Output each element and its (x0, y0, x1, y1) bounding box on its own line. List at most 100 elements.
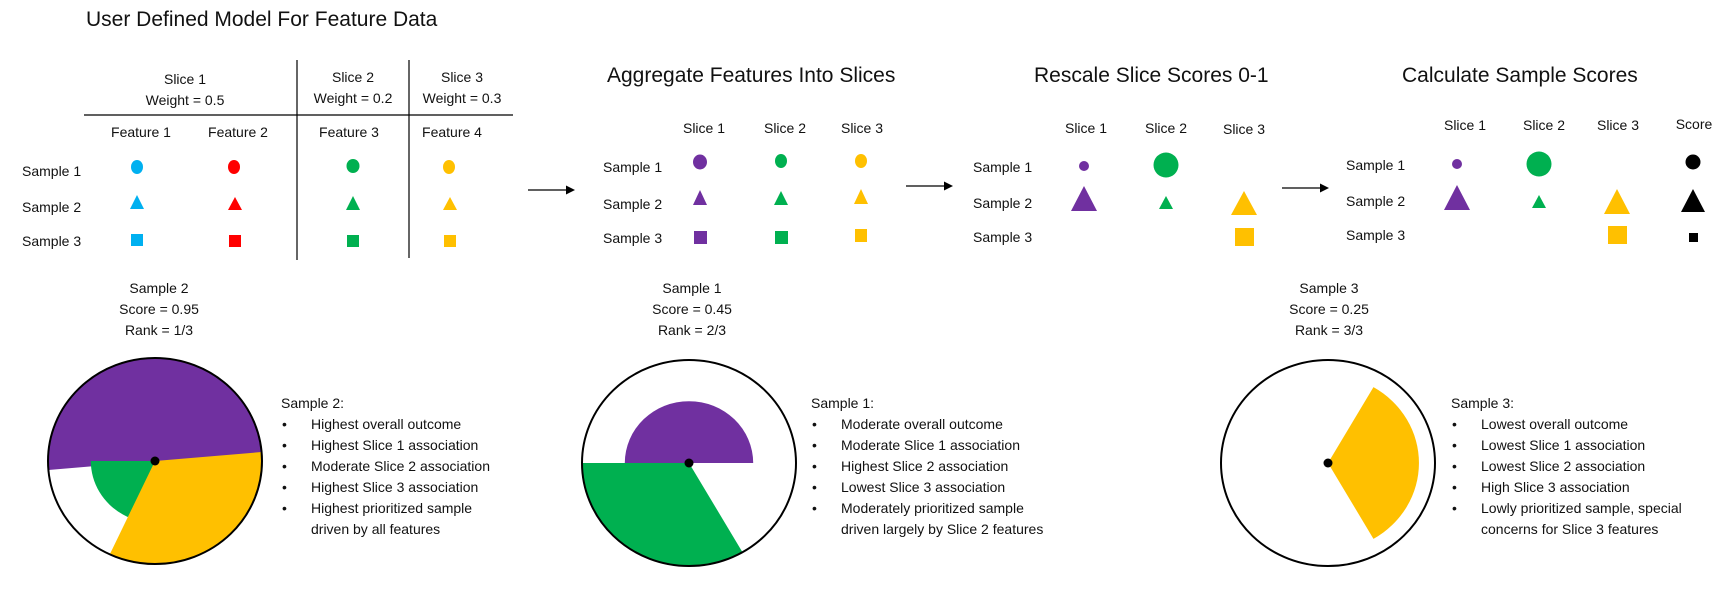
bullet-text: Lowest overall outcome (1481, 416, 1628, 432)
feature4-header: Feature 4 (422, 124, 482, 140)
rescale-slice2-sample1 (1153, 152, 1179, 178)
calculate-slice2-sample2 (1532, 195, 1546, 208)
rescale-slice1-sample2 (1071, 186, 1097, 211)
feature4-sample1-circle (443, 160, 455, 174)
result1-center-dot (150, 456, 160, 466)
bullet-icon: • (812, 479, 817, 495)
feature4-sample2-triangle (443, 197, 457, 210)
rescale-title: Rescale Slice Scores 0-1 (1034, 64, 1269, 87)
calculate-slice2-sample1 (1526, 151, 1552, 177)
feature3-sample3-square (347, 235, 359, 247)
feature2-header: Feature 2 (208, 124, 268, 140)
bullet-text: Moderate Slice 1 association (841, 437, 1020, 453)
rescale-slice3-sample2 (1231, 191, 1257, 215)
result3-heading-sample: Sample 3 (1299, 280, 1358, 296)
calculate-row-label-2: Sample 2 (1346, 193, 1405, 209)
bullet-text: Moderately prioritized sample (841, 500, 1024, 516)
calculate-header-2: Slice 2 (1523, 117, 1565, 133)
result1-heading-score: Score = 0.95 (119, 301, 199, 317)
result2-slice1-wedge (624, 401, 754, 463)
aggregate-row-label-1: Sample 1 (603, 159, 662, 175)
bullet-icon: • (1452, 500, 1457, 516)
bullet-text: Lowest Slice 2 association (1481, 458, 1645, 474)
rescale-panel: Rescale Slice Scores 0-1 Slice 1 Slice 2… (973, 64, 1269, 246)
feature1-sample1-circle (131, 160, 143, 174)
result1-circle-outline (47, 357, 263, 565)
rescale-row-label-2: Sample 2 (973, 195, 1032, 211)
calculate-score-sample1 (1685, 154, 1701, 170)
result2-heading-score: Score = 0.45 (652, 301, 732, 317)
aggregate-header-1: Slice 1 (683, 120, 725, 136)
result1-bullets: • Highest overall outcome • Highest Slice 1… (282, 416, 490, 537)
bullet-icon: • (282, 458, 287, 474)
aggregate-row-label-3: Sample 3 (603, 230, 662, 246)
result1-note-title: Sample 2: (281, 395, 344, 411)
rescale-header-1: Slice 1 (1065, 120, 1107, 136)
rescale-slice3-sample3 (1235, 228, 1254, 246)
bullet-text: driven largely by Slice 2 features (841, 521, 1043, 537)
result2-pie (582, 401, 754, 566)
result2-slice2-wedge (582, 463, 743, 566)
calculate-score-sample2 (1681, 189, 1705, 212)
calculate-slice1-sample1 (1452, 159, 1462, 169)
feature3-sample2-triangle (346, 196, 360, 210)
bullet-icon: • (282, 416, 287, 432)
result1-pie (47, 358, 263, 564)
result3-center-dot (1323, 458, 1333, 468)
result2-heading-sample: Sample 1 (662, 280, 721, 296)
bullet-text: Highest prioritized sample (311, 500, 472, 516)
bullet-text: Moderate Slice 2 association (311, 458, 490, 474)
rescale-row-label-3: Sample 3 (973, 229, 1032, 245)
result3-bullets: • Lowest overall outcome • Lowest Slice 1 a… (1452, 416, 1682, 537)
result2-center-dot (684, 458, 694, 468)
result3-pie (1328, 387, 1419, 539)
calculate-row-label-1: Sample 1 (1346, 157, 1405, 173)
bullet-text: Highest overall outcome (311, 416, 461, 432)
aggregate-row-label-2: Sample 2 (603, 196, 662, 212)
aggregate-panel: Aggregate Features Into Slices Slice 1 S… (603, 64, 895, 246)
model-row-label-1: Sample 1 (22, 163, 81, 179)
rescale-row-label-1: Sample 1 (973, 159, 1032, 175)
rescale-slice1-sample1 (1079, 161, 1089, 171)
calculate-title: Calculate Sample Scores (1402, 64, 1638, 87)
aggregate-header-2: Slice 2 (764, 120, 806, 136)
result1-slice3-wedge (109, 452, 263, 564)
bullet-icon: • (282, 479, 287, 495)
result3-slice3-wedge (1328, 387, 1419, 539)
result-sample1: Sample 1 Score = 0.45 Rank = 2/3 Sample … (581, 280, 1043, 567)
aggregate-slice1-sample2 (693, 190, 707, 205)
feature4-sample3-square (444, 235, 456, 247)
bullet-icon: • (812, 416, 817, 432)
rescale-header-3: Slice 3 (1223, 121, 1265, 137)
bullet-icon: • (1452, 437, 1457, 453)
model-slice3-name: Slice 3 (441, 69, 483, 85)
result1-heading-rank: Rank = 1/3 (125, 322, 193, 338)
arrow-2-head (944, 181, 953, 191)
feature1-sample3-square (131, 234, 143, 246)
bullet-icon: • (282, 500, 287, 516)
bullet-text: concerns for Slice 3 features (1481, 521, 1658, 537)
aggregate-slice1-sample1 (693, 154, 707, 170)
bullet-icon: • (1452, 479, 1457, 495)
bullet-text: Lowest Slice 3 association (841, 479, 1005, 495)
result3-heading-rank: Rank = 3/3 (1295, 322, 1363, 338)
bullet-icon: • (1452, 416, 1457, 432)
model-title: User Defined Model For Feature Data (86, 8, 438, 31)
model-slice1-name: Slice 1 (164, 71, 206, 87)
feature2-sample2-triangle (228, 197, 242, 210)
aggregate-slice3-sample2 (854, 189, 868, 204)
model-slice2-weight: Weight = 0.2 (314, 90, 393, 106)
model-slice2-name: Slice 2 (332, 69, 374, 85)
calculate-score-sample3 (1689, 233, 1698, 242)
feature2-sample1-circle (228, 160, 240, 174)
bullet-text: Lowest Slice 1 association (1481, 437, 1645, 453)
calculate-row-label-3: Sample 3 (1346, 227, 1405, 243)
model-panel: User Defined Model For Feature Data Slic… (22, 8, 513, 260)
result3-note-title: Sample 3: (1451, 395, 1514, 411)
aggregate-slice3-sample3 (855, 229, 867, 242)
calculate-slice3-sample3 (1608, 226, 1627, 244)
calculate-header-3: Slice 3 (1597, 117, 1639, 133)
bullet-text: Moderate overall outcome (841, 416, 1003, 432)
calculate-slice3-sample2 (1604, 189, 1630, 214)
